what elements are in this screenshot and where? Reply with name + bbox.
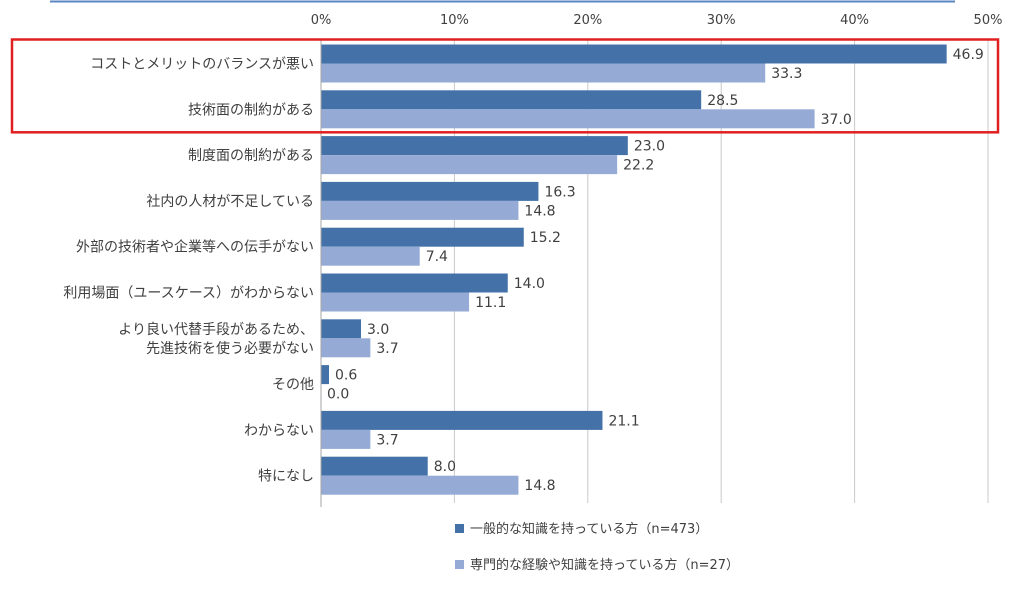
x-tick-label: 0% [311,13,332,28]
data-label: 46.9 [953,47,984,63]
data-label: 28.5 [707,93,738,109]
bar [321,63,766,83]
data-label: 16.3 [544,184,575,200]
highlight-box [10,38,1000,134]
category-label: 特になし [258,469,314,485]
bar [321,456,428,476]
category-label-line: 制度面の制約がある [188,148,314,164]
data-label: 15.2 [530,230,561,246]
category-label: 外部の技術者や企業等への伝手がない [76,239,314,256]
x-tick-label: 40% [840,13,869,28]
bar [321,365,330,385]
bar [321,44,947,64]
bar [321,227,524,247]
category-label: コストとメリットのバランスが悪い [90,57,314,73]
category-label: その他 [272,377,314,393]
category-label-line: コストとメリットのバランスが悪い [90,57,314,73]
category-label: わからない [244,423,314,439]
category-label-line: 先進技術を使う必要がない [146,340,314,357]
data-label: 7.4 [426,249,448,265]
data-label: 14.0 [514,276,545,292]
category-label: 社内の人材が不足している [146,194,314,210]
category-label-line: 利用場面（ユースケース）がわからない [63,286,314,302]
bar [321,338,371,358]
data-label: 8.0 [434,459,456,475]
category-label: より良い代替手段があるため、先進技術を使う必要がない [118,322,314,357]
category-label-line: 技術面の制約がある [188,102,314,118]
data-label: 0.6 [335,368,357,384]
legend-swatch [455,524,464,533]
bar [321,246,420,266]
x-tick-label: 10% [440,13,469,28]
x-tick-label: 50% [974,13,1003,28]
category-label-line: 外部の技術者や企業等への伝手がない [76,239,314,256]
category-label: 制度面の制約がある [188,148,314,164]
x-tick-label: 20% [573,13,602,28]
category-label-line: 特になし [258,469,314,485]
data-label: 3.7 [376,341,398,357]
bar [321,136,628,156]
bar [321,292,470,312]
data-label: 3.7 [376,432,398,448]
category-label-line: わからない [244,423,314,439]
bar [321,319,362,339]
bar [321,200,519,220]
legend-swatch [455,560,464,569]
bar [321,429,371,449]
data-label: 37.0 [821,112,852,128]
category-label-line: 社内の人材が不足している [146,194,314,210]
category-label-line: より良い代替手段があるため、 [118,322,314,338]
data-label: 14.8 [524,478,555,494]
bar [321,181,539,201]
bar [321,109,815,129]
category-label: 技術面の制約がある [188,102,314,118]
bar [321,475,519,495]
bar [321,410,603,430]
bar [321,273,508,293]
category-label-line: その他 [272,377,314,393]
category-label: 利用場面（ユースケース）がわからない [63,286,314,302]
data-label: 22.2 [623,158,654,174]
x-tick-label: 30% [707,13,736,28]
data-label: 0.0 [327,387,349,403]
data-label: 11.1 [475,295,506,311]
data-label: 21.1 [608,413,639,429]
legend-label: 一般的な知識を持っている方（n=473） [470,521,708,537]
legend-label: 専門的な経験や知識を持っている方（n=27） [470,557,739,573]
bar [321,155,618,175]
data-label: 14.8 [524,203,555,219]
data-label: 23.0 [634,139,665,155]
bar [321,90,702,110]
data-label: 3.0 [367,322,389,338]
data-label: 33.3 [771,66,802,82]
